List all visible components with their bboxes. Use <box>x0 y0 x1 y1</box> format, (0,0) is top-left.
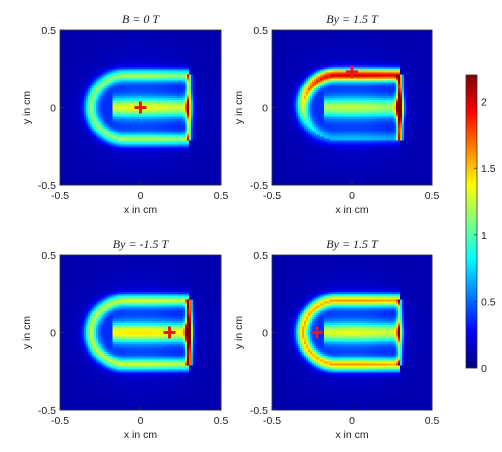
y-tick-label: 0 <box>50 328 56 340</box>
y-tick-label: -0.5 <box>38 180 56 192</box>
y-tick-label: 0.5 <box>253 250 268 262</box>
x-tick-label: -0.5 <box>51 415 69 427</box>
x-tick-label: 0 <box>349 190 355 202</box>
y-tick-label: -0.5 <box>38 405 56 417</box>
x-tick-label: 0 <box>138 415 144 427</box>
heatmap-panel-3: By = -1.5 T -0.5 0 0.5 0.5 0 -0.5 x in cm y in c… <box>21 237 228 441</box>
x-tick-label: -0.5 <box>263 415 281 427</box>
y-tick-label: 0.5 <box>41 250 56 262</box>
x-axis-label: x in cm <box>124 429 158 441</box>
y-tick-label: 0 <box>50 103 56 115</box>
colorbar-tick-label: 1.5 <box>481 163 496 175</box>
heatmap-panel-1: B = 0 T -0.5 0 0.5 0.5 0 -0.5 x in cm y in cm <box>21 12 228 216</box>
x-tick-label: 0.5 <box>214 415 229 427</box>
source-marker <box>310 326 323 339</box>
colorbar-gradient <box>465 74 478 369</box>
panel-title: B = 0 T <box>122 12 160 26</box>
source-marker <box>346 65 358 78</box>
y-axis-label: y in cm <box>233 91 245 125</box>
panel-title: By = 1.5 T <box>326 237 379 251</box>
heatmap-panel-4: By = 1.5 T -0.5 0 0.5 0.5 0 -0.5 x in cm y in cm <box>233 237 439 441</box>
heatmap-cells <box>60 30 222 186</box>
colorbar-tick-label: 0 <box>481 363 487 375</box>
y-tick-label: 0 <box>262 103 268 115</box>
x-axis-label: x in cm <box>335 204 369 216</box>
x-axis-label: x in cm <box>335 429 369 441</box>
heatmap-cells <box>272 30 433 186</box>
x-tick-label: 0.5 <box>425 190 440 202</box>
panel-title: By = 1.5 T <box>326 12 379 26</box>
y-tick-label: 0 <box>262 328 268 340</box>
colorbar-tick-label: 0.5 <box>481 296 496 308</box>
x-tick-label: 0 <box>349 415 355 427</box>
colorbar-tick-label: 2 <box>481 97 487 109</box>
heatmap-cells <box>60 255 222 411</box>
y-tick-label: -0.5 <box>250 405 268 417</box>
x-tick-label: 0.5 <box>214 190 229 202</box>
y-tick-label: -0.5 <box>250 180 268 192</box>
heatmap-cells <box>272 255 433 411</box>
panels-layer: B = 0 T-0.5 0 0.50.50-0.5x in cmy in cmBy … <box>21 12 439 441</box>
x-axis-label: x in cm <box>124 204 158 216</box>
y-axis-label: y in cm <box>233 316 245 350</box>
panel-title: By = -1.5 T <box>113 237 170 251</box>
source-marker <box>163 326 176 339</box>
x-tick-label: -0.5 <box>51 190 69 202</box>
x-tick-label: 0.5 <box>425 415 440 427</box>
colorbar-tick-label: 1 <box>481 230 487 242</box>
y-tick-label: 0.5 <box>41 25 56 37</box>
source-marker <box>134 101 147 114</box>
heatmap-panel-2: By = 1.5 T -0.5 0 0.5 0.5 0 -0.5 x in cm y in cm <box>233 12 439 216</box>
y-tick-label: 0.5 <box>253 25 268 37</box>
x-tick-label: 0 <box>138 190 144 202</box>
colorbar: 0 0.5 1 1.5 2 <box>465 74 496 375</box>
y-axis-label: y in cm <box>21 91 33 125</box>
y-axis-label: y in cm <box>21 316 33 350</box>
x-tick-label: -0.5 <box>263 190 281 202</box>
